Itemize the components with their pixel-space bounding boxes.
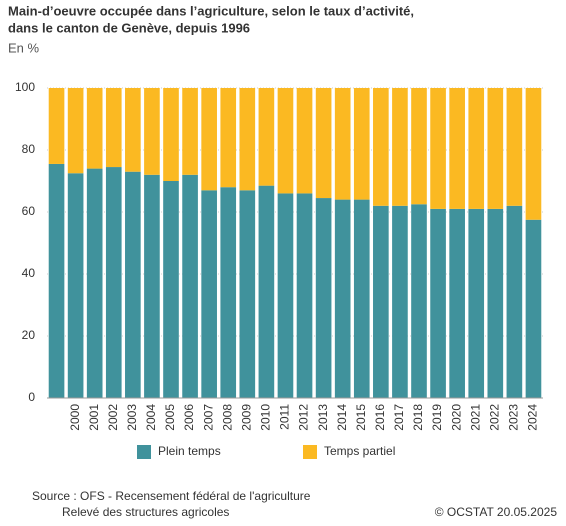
bar-segment [48,88,65,164]
bar-segment [220,187,237,398]
bar-segment [144,88,160,175]
bar-segment [67,173,84,398]
bar-segment [182,174,198,398]
y-tick-label: 20 [22,328,36,342]
x-tick-label: 2019 [430,404,444,431]
bar-segment [334,199,351,398]
copyright: © OCSTAT 20.05.2025 [435,505,558,519]
x-tick-label: 2010 [259,404,273,431]
x-tick-label: 2003 [125,404,139,431]
x-tick-label: 2005 [163,404,177,431]
bar-segment [296,193,313,398]
bar-segment [353,88,370,200]
y-tick-label: 40 [22,266,36,280]
bar-segment [163,181,179,398]
x-tick-label: 2016 [373,404,387,431]
x-tick-label: 2017 [392,404,406,431]
bar-segment [201,190,217,398]
x-tick-label: 2011 [278,404,292,430]
bar-segment [86,168,103,398]
bar-segment [373,88,389,206]
x-tick-label: 2009 [239,404,253,431]
chart-title: Main-d’oeuvre occupée dans l’agriculture… [8,3,414,18]
bar-segment [105,167,122,398]
bar-segment [487,208,504,398]
legend-swatch [137,445,151,459]
bar-segment [86,88,103,169]
legend-label: Plein temps [158,444,221,458]
bar-segment [220,88,237,188]
source: Source : OFS - Recensement fédéral de l'… [32,489,311,503]
y-tick-label: 0 [28,390,35,404]
x-tick-label: 2014 [335,404,349,431]
bar-segment [296,88,313,194]
bar-segment [105,88,122,168]
bar-segment [449,208,465,398]
bar-segment [201,88,217,191]
bar-segment [468,208,485,398]
x-tick-label: 2013 [316,404,330,431]
x-tick-label: 2024 [526,404,540,431]
x-tick-label: 2001 [87,404,101,431]
x-tick-label: 2002 [106,404,120,431]
bar-segment [277,88,294,194]
chart-subtitle: En % [8,40,40,55]
bar-segment [525,219,542,398]
bar-segment [392,88,408,206]
bar-segment [239,88,256,191]
bar-segment [353,199,370,398]
bar-segment [144,174,160,398]
bar-segment [258,185,275,398]
bar-segment [411,88,427,205]
source: Relevé des structures agricoles [62,505,229,519]
bar-segment [392,205,408,398]
x-tick-label: 2023 [507,404,521,431]
x-tick-label: 2012 [297,404,311,431]
x-tick-label: 2020 [449,404,463,431]
bar-segment [67,88,84,174]
x-tick-label: 2008 [220,404,234,431]
bar-segment [525,88,542,220]
bar-segment [277,193,294,398]
y-tick-label: 60 [22,204,36,218]
bar-segment [411,204,427,398]
bar-segment [468,88,485,209]
bar-segment [373,205,389,398]
bar-segment [334,88,351,200]
bar-segment [125,88,141,172]
bar-segment [506,88,523,206]
bar-segment [449,88,465,209]
x-tick-label: 2018 [411,404,425,431]
bar-segment [125,171,141,398]
x-tick-label: 2021 [468,404,482,431]
bar-segment [48,163,65,398]
bar-segment [506,205,523,398]
bar-segment [430,208,446,398]
x-tick-label: 2004 [144,404,158,431]
x-tick-label: 2006 [182,404,196,431]
bar-segment [315,198,332,398]
y-tick-label: 100 [15,80,35,94]
bar-segment [315,88,332,199]
y-tick-label: 80 [22,142,36,156]
chart-title: dans le canton de Genève, depuis 1996 [8,20,250,35]
legend-swatch [303,445,317,459]
bar-segment [430,88,446,209]
bar-segment [487,88,504,209]
bar-segment [239,190,256,398]
legend-label: Temps partiel [324,444,395,458]
x-tick-label: 2015 [354,404,368,431]
bar-segment [163,88,179,181]
bar-segment [258,88,275,186]
x-tick-label: 2007 [201,404,215,431]
bar-segment [182,88,198,175]
x-tick-label: 2000 [68,404,82,431]
x-tick-label: 2022 [487,404,501,431]
